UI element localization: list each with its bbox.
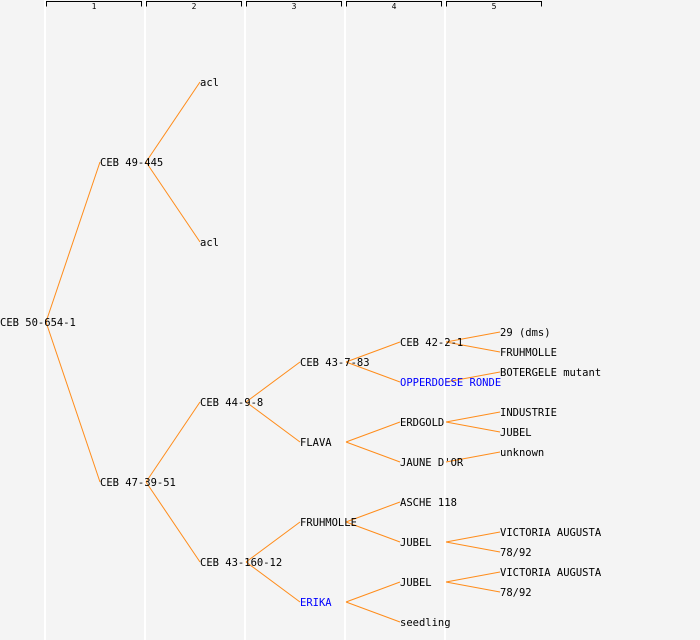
pedigree-edge xyxy=(345,361,401,383)
ancestor-node-label: JUBEL xyxy=(500,427,532,439)
ancestor-node-label: VICTORIA AUGUSTA xyxy=(500,567,602,579)
pedigree-edge xyxy=(445,371,501,383)
ancestor-node-label: 78/92 xyxy=(500,547,532,559)
ancestor-node-label: OPPERDOESE RONDE xyxy=(400,377,501,389)
pedigree-edge xyxy=(245,401,301,443)
pedigree-edge xyxy=(445,411,501,423)
pedigree-edge xyxy=(145,81,201,163)
ancestor-node-label: ASCHE 118 xyxy=(400,497,457,509)
generation-bracket xyxy=(446,1,542,7)
ancestor-node-label: CEB 42-2-1 xyxy=(400,337,463,349)
pedigree-edge xyxy=(345,501,401,523)
pedigree-edge xyxy=(145,161,201,243)
pedigree-edge xyxy=(145,481,201,563)
pedigree-edge xyxy=(345,581,401,603)
pedigree-edge xyxy=(445,421,501,433)
ancestor-node-label: VICTORIA AUGUSTA xyxy=(500,527,602,539)
pedigree-edge xyxy=(445,331,501,343)
ancestor-node-label: acl xyxy=(200,77,219,89)
generation-headers: 1 2 3 4 5 xyxy=(46,1,542,11)
ancestor-node-label: CEB 49-445 xyxy=(100,157,163,169)
pedigree-edge xyxy=(445,571,501,583)
column-separators xyxy=(44,0,446,640)
ancestor-node-label: acl xyxy=(200,237,219,249)
pedigree-edge xyxy=(445,451,501,463)
edges xyxy=(45,81,501,623)
ancestor-node-label: CEB 43-7-83 xyxy=(300,357,370,369)
pedigree-edge xyxy=(145,401,201,483)
pedigree-edge xyxy=(445,581,501,593)
ancestor-node-label: FRUHMOLLE xyxy=(300,517,357,529)
ancestor-node-label: INDUSTRIE xyxy=(500,407,557,419)
pedigree-edge xyxy=(345,441,401,463)
pedigree-edge xyxy=(345,421,401,443)
pedigree-edge xyxy=(445,531,501,543)
pedigree-edge xyxy=(345,601,401,623)
pedigree-edge xyxy=(445,541,501,553)
pedigree-edge xyxy=(445,341,501,353)
ancestor-node-label: unknown xyxy=(500,447,544,459)
pedigree-edge xyxy=(45,321,101,483)
generation-label: 5 xyxy=(492,2,497,11)
generation-label: 4 xyxy=(392,2,397,11)
ancestor-node-label: JUBEL xyxy=(400,537,432,549)
generation-bracket xyxy=(46,1,142,7)
pedigree-edge xyxy=(45,161,101,323)
pedigree-edge xyxy=(345,341,401,363)
generation-label: 1 xyxy=(92,2,97,11)
ancestor-node-label: ERDGOLD xyxy=(400,417,444,429)
ancestor-node-label: CEB 47-39-51 xyxy=(100,477,176,489)
generation-bracket xyxy=(246,1,342,7)
ancestor-node-label: JUBEL xyxy=(400,577,432,589)
pedigree-edge xyxy=(345,521,401,543)
generation-bracket xyxy=(346,1,442,7)
ancestor-node-label: JAUNE D'OR xyxy=(400,457,464,469)
generation-label: 2 xyxy=(192,2,197,11)
pedigree-edge xyxy=(245,561,301,603)
pedigree-edge xyxy=(245,521,301,563)
ancestor-node-label: FLAVA xyxy=(300,437,332,449)
ancestor-node-label: seedling xyxy=(400,617,451,629)
ancestor-node-label: FRUHMOLLE xyxy=(500,347,557,359)
ancestor-node-label: CEB 43-160-12 xyxy=(200,557,282,569)
ancestor-node-label: BOTERGELE mutant xyxy=(500,367,601,379)
ancestor-node-label: CEB 44-9-8 xyxy=(200,397,263,409)
pedigree-edge xyxy=(245,361,301,403)
node-labels: CEB 50-654-1 CEB 49-445 acl acl CEB 47-39-51… xyxy=(0,77,602,629)
ancestor-node-label: ERIKA xyxy=(300,597,332,609)
ancestor-node-label: 29 (dms) xyxy=(500,327,551,339)
generation-label: 3 xyxy=(292,2,297,11)
ancestor-node-label: 78/92 xyxy=(500,587,532,599)
root-node-label: CEB 50-654-1 xyxy=(0,317,76,329)
generation-bracket xyxy=(146,1,242,7)
